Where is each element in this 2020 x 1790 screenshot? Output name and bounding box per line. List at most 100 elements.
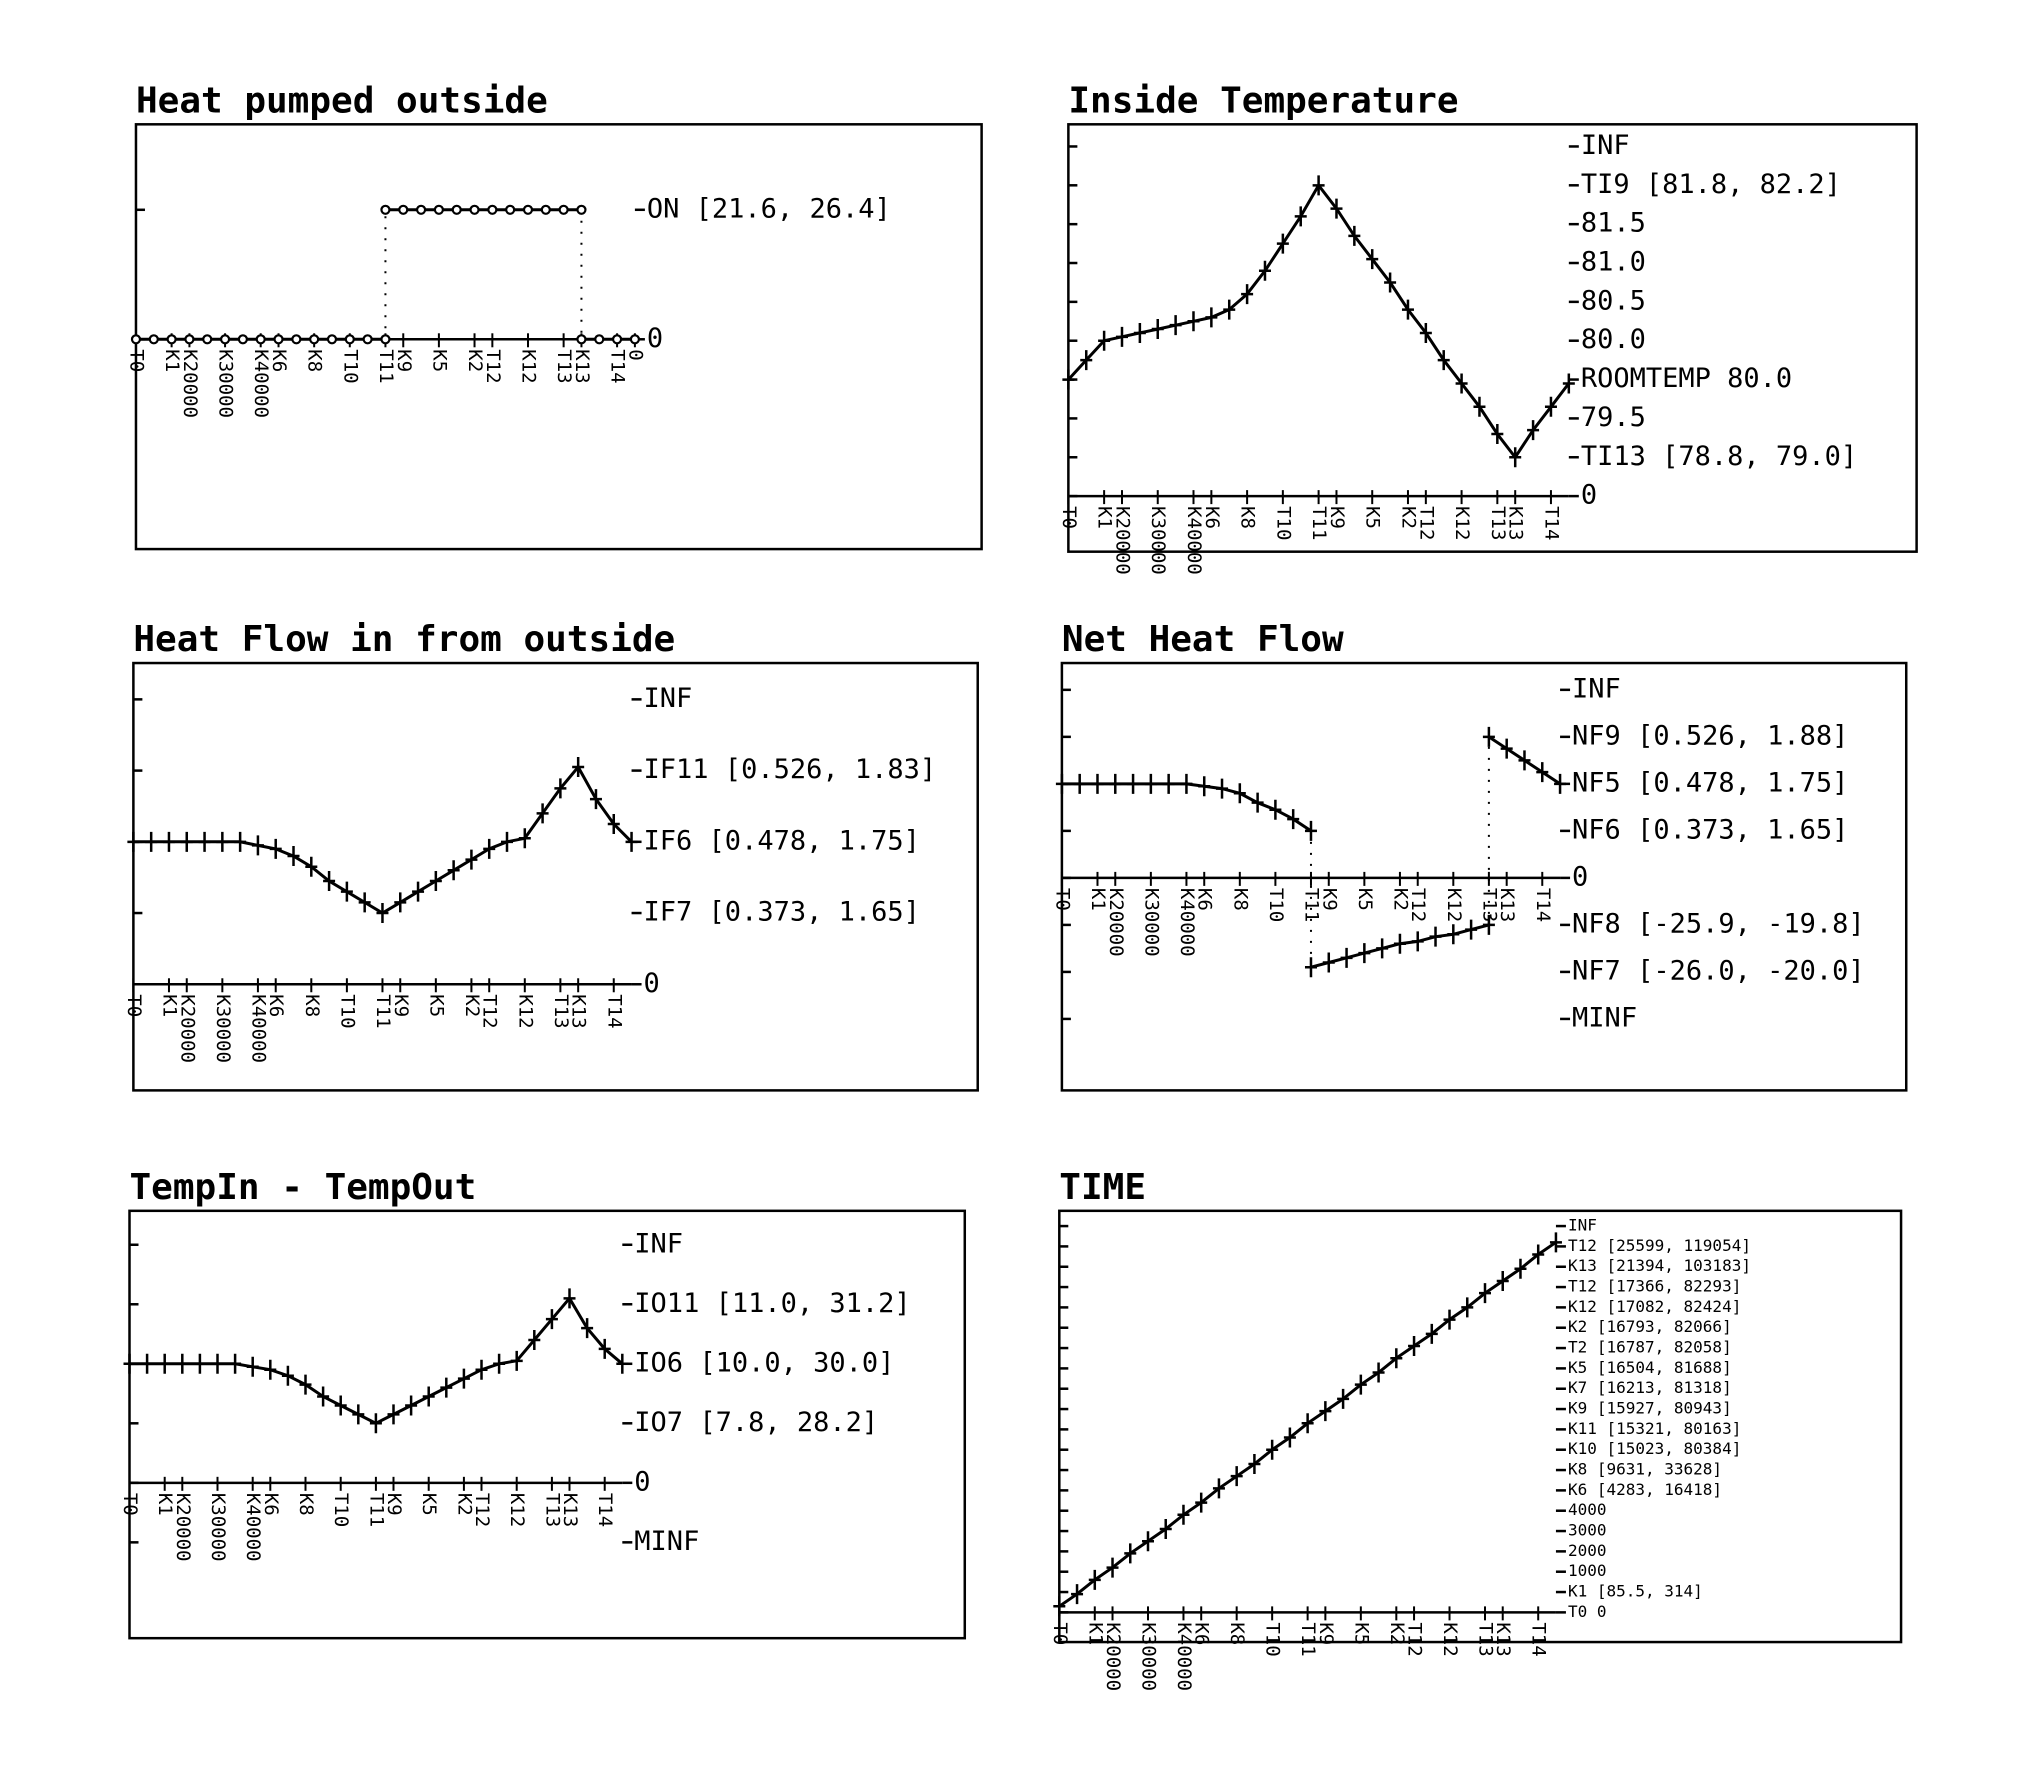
x-tick-label: T14 xyxy=(607,349,629,383)
y-tick-label: K6 [4283, 16418] xyxy=(1568,1480,1722,1499)
point xyxy=(536,803,549,824)
y-tick-label: INF xyxy=(1581,130,1630,161)
point xyxy=(251,835,264,856)
point xyxy=(554,778,567,799)
point xyxy=(518,828,531,849)
x-tick-label: K1 xyxy=(1094,506,1116,529)
point xyxy=(211,1353,224,1374)
point xyxy=(1390,1348,1403,1369)
x-tick-label: K6 xyxy=(260,1493,282,1516)
point xyxy=(1294,206,1307,227)
point xyxy=(576,204,587,215)
x-tick-label: K40000 xyxy=(247,994,269,1063)
x-tick-label: K8 xyxy=(301,994,323,1017)
point xyxy=(457,1368,470,1389)
point xyxy=(1496,1270,1509,1291)
plot-frame xyxy=(1058,1209,1903,1644)
y-tick-label: T12 [25599, 119054] xyxy=(1568,1236,1751,1255)
point xyxy=(1337,1388,1350,1409)
point xyxy=(1384,272,1397,293)
point xyxy=(1177,1504,1190,1525)
point xyxy=(1241,284,1254,305)
x-tick-label: T11 xyxy=(365,1493,387,1527)
x-tick-label: K12 xyxy=(1451,506,1473,540)
point xyxy=(1473,396,1486,417)
point xyxy=(1461,1297,1474,1318)
point xyxy=(1304,957,1317,978)
x-tick-label: K40000 xyxy=(1183,506,1205,575)
point xyxy=(184,334,195,345)
point xyxy=(510,1350,523,1371)
x-tick-label: T12 xyxy=(1415,506,1437,540)
x-tick-label: K40000 xyxy=(1176,888,1198,957)
x-tick-label: K13 xyxy=(571,349,593,383)
x-tick-label: T0 xyxy=(1051,888,1073,911)
x-tick-label: K2 xyxy=(1397,506,1419,529)
y-tick-label: 0 xyxy=(634,1466,650,1497)
point xyxy=(234,831,247,852)
x-tick-label: K40000 xyxy=(242,1493,264,1562)
x-tick-label: T0 xyxy=(125,349,147,372)
y-tick-label: TI13 [78.8, 79.0] xyxy=(1581,441,1857,472)
point xyxy=(237,334,248,345)
x-tick-label: T11 xyxy=(1308,506,1330,540)
point xyxy=(1055,773,1068,794)
point xyxy=(1437,350,1450,371)
y-tick-label: TI9 [81.8, 82.2] xyxy=(1581,169,1841,200)
point xyxy=(1258,260,1271,281)
x-tick-label: K30000 xyxy=(212,994,234,1063)
point xyxy=(1322,952,1335,973)
point xyxy=(166,334,177,345)
x-tick-label: K20000 xyxy=(1102,1622,1124,1691)
y-tick-label: 2000 xyxy=(1568,1541,1607,1560)
x-tick-label: K30000 xyxy=(1137,1622,1159,1691)
point xyxy=(1127,773,1140,794)
point xyxy=(528,1329,541,1350)
x-tick-label: T13 xyxy=(550,994,572,1028)
point xyxy=(141,1353,154,1374)
x-tick-label: K9 xyxy=(393,349,415,372)
x-tick-label: K9 xyxy=(1315,1622,1337,1645)
point xyxy=(380,204,391,215)
x-tick-label: K13 xyxy=(1492,1622,1514,1656)
x-tick-label: K6 xyxy=(1194,888,1216,911)
y-tick-label: NF9 [0.526, 1.88] xyxy=(1572,720,1848,751)
point xyxy=(558,204,569,215)
x-tick-label: K13 xyxy=(1496,888,1518,922)
point xyxy=(1429,926,1442,947)
point xyxy=(369,1413,382,1434)
point xyxy=(1408,1336,1421,1357)
point xyxy=(1205,307,1218,328)
y-tick-label: T12 [17366, 82293] xyxy=(1568,1277,1741,1296)
x-tick-label: K2 xyxy=(1389,888,1411,911)
point xyxy=(540,204,551,215)
point xyxy=(264,1359,277,1380)
x-tick-label: T13 xyxy=(1487,506,1509,540)
point xyxy=(1233,783,1246,804)
point xyxy=(1319,1401,1332,1422)
x-tick-label: K40000 xyxy=(1173,1622,1195,1691)
point xyxy=(447,860,460,881)
y-tick-label: K8 [9631, 33628] xyxy=(1568,1460,1722,1479)
x-tick-label: K2 xyxy=(453,1493,475,1516)
x-tick-label: T14 xyxy=(594,1493,616,1527)
point xyxy=(130,334,142,345)
y-tick-label: 0 xyxy=(644,968,660,999)
x-tick-label: T10 xyxy=(336,994,358,1028)
point xyxy=(1162,773,1175,794)
point xyxy=(1195,1492,1208,1513)
x-tick-label: K1 xyxy=(158,994,180,1017)
point xyxy=(1419,322,1432,343)
x-tick-label: T11 xyxy=(375,349,397,383)
x-tick-label: K12 xyxy=(506,1493,528,1527)
x-tick-label: T12 xyxy=(482,349,504,383)
point xyxy=(415,204,427,215)
point xyxy=(1401,299,1414,320)
x-tick-label: T0 xyxy=(119,1493,141,1516)
x-tick-label: T10 xyxy=(1262,1622,1284,1656)
x-tick-label: T13 xyxy=(1474,1622,1496,1656)
point xyxy=(1071,1584,1084,1605)
point xyxy=(176,1353,189,1374)
point xyxy=(1091,773,1104,794)
point xyxy=(1230,1466,1243,1487)
